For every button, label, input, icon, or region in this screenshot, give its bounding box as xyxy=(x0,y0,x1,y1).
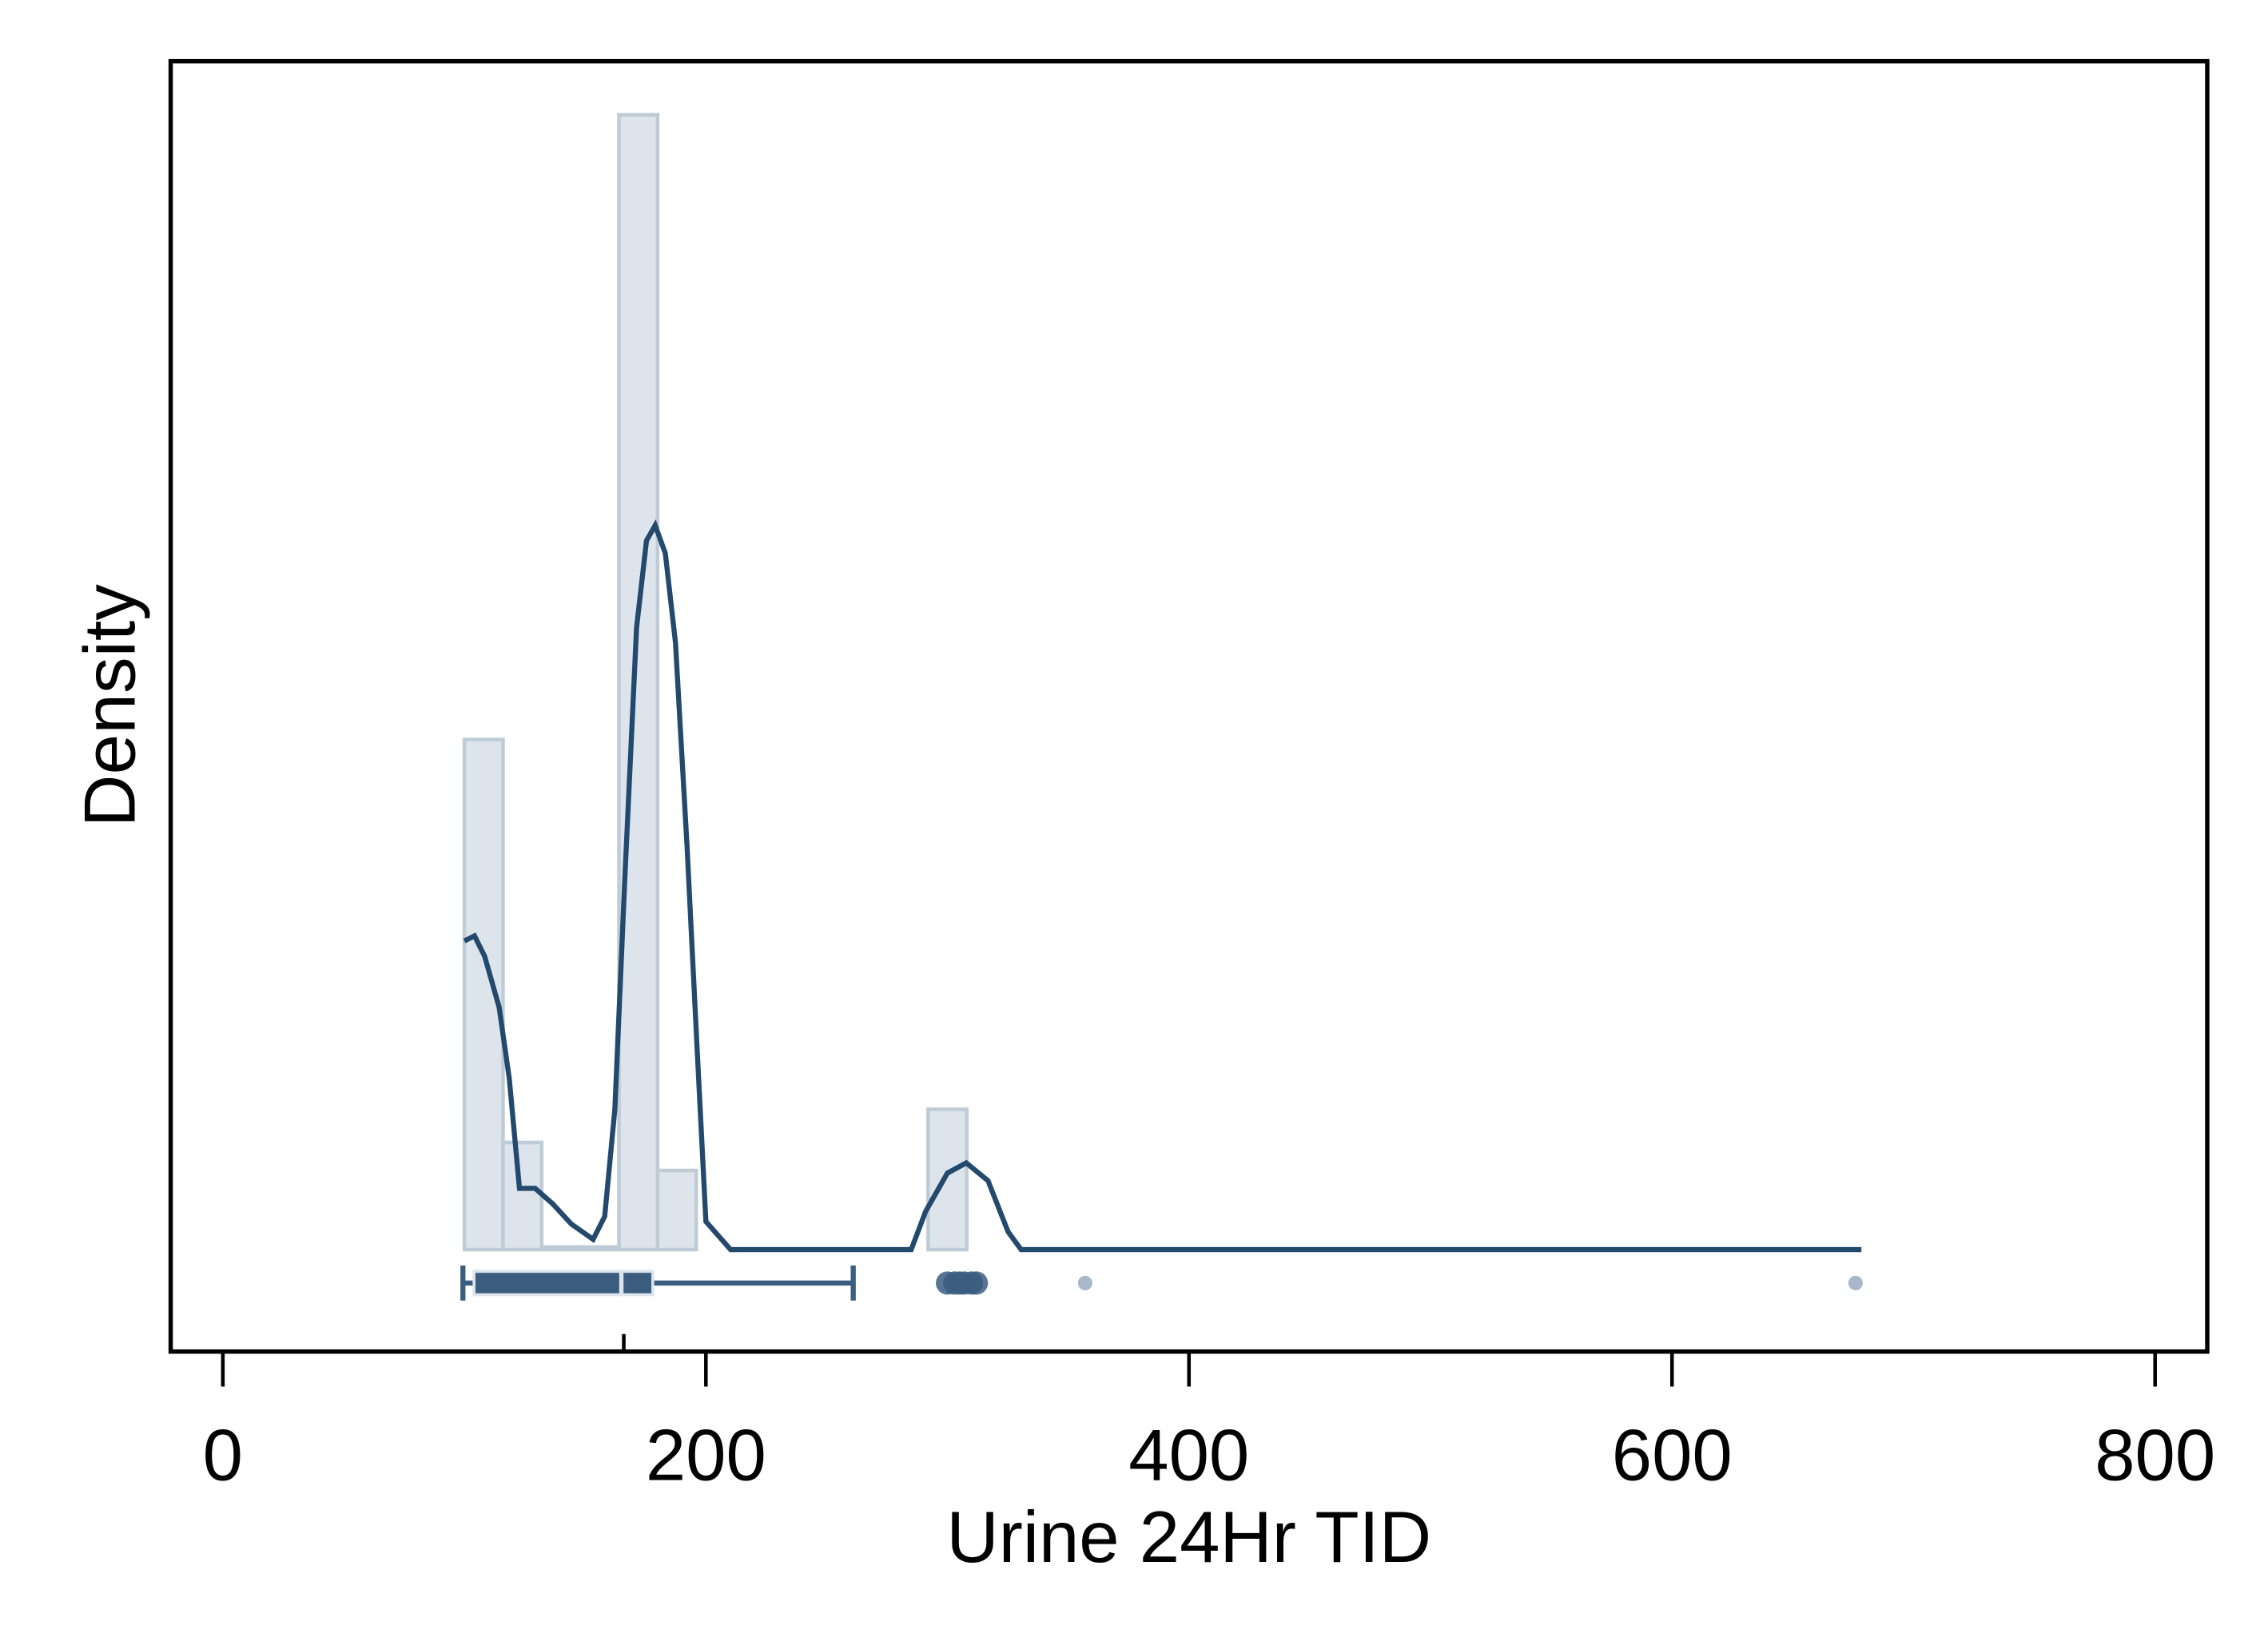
histogram-bar xyxy=(578,1245,621,1252)
histogram-bar xyxy=(462,737,505,1252)
x-tick-label: 400 xyxy=(1128,1415,1249,1496)
histogram-bar xyxy=(617,113,660,1252)
histogram-bar xyxy=(926,1107,969,1252)
x-tick-label: 200 xyxy=(646,1415,766,1496)
outlier xyxy=(965,1271,989,1295)
x-tick-label: 800 xyxy=(2095,1415,2215,1496)
histogram-bar xyxy=(655,1168,698,1252)
outlier xyxy=(1848,1275,1863,1291)
y-axis-label: Density xyxy=(70,584,151,828)
outlier xyxy=(1077,1275,1092,1291)
histogram-bar xyxy=(539,1245,583,1252)
plot-frame xyxy=(168,58,2210,1354)
histogram-bar xyxy=(501,1140,544,1252)
density-line xyxy=(463,519,1862,1253)
x-axis-label: Urine 24Hr TID xyxy=(946,1497,1431,1578)
box xyxy=(472,1270,655,1297)
x-tick-label: 600 xyxy=(1612,1415,1733,1496)
x-tick-label: 0 xyxy=(203,1415,243,1496)
